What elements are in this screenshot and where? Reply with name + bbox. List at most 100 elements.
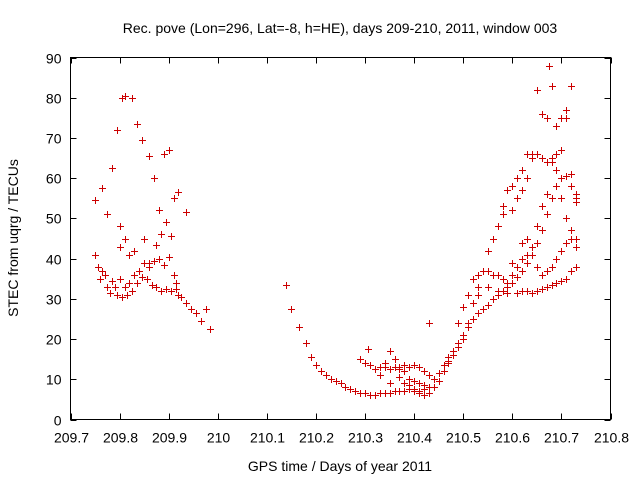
x-tick-label: 210.5 [446, 430, 481, 446]
data-point [416, 364, 423, 371]
data-point [313, 362, 320, 369]
data-point [124, 292, 131, 299]
data-point [568, 268, 575, 275]
chart-title: Rec. pove (Lon=296, Lat=-8, h=HE), days … [123, 20, 558, 36]
data-point [153, 242, 160, 249]
data-point [475, 292, 482, 299]
data-point [203, 306, 210, 313]
data-point [549, 264, 556, 271]
data-point [161, 262, 168, 269]
data-point [173, 280, 180, 287]
data-point [117, 244, 124, 251]
x-tick-label: 210 [207, 430, 231, 446]
data-point [139, 137, 146, 144]
axis-ticks [70, 57, 612, 421]
data-point [426, 390, 433, 397]
data-point [514, 175, 521, 182]
data-point [431, 384, 438, 391]
y-tick-label: 40 [46, 252, 62, 268]
data-point [372, 366, 379, 373]
data-point [539, 227, 546, 234]
data-point [156, 256, 163, 263]
data-point [129, 288, 136, 295]
data-point [544, 191, 551, 198]
data-point [387, 380, 394, 387]
x-tick-label: 210.3 [348, 430, 383, 446]
data-point [485, 248, 492, 255]
data-point [163, 286, 170, 293]
data-point [347, 386, 354, 393]
data-point [303, 340, 310, 347]
data-point [416, 380, 423, 387]
y-tick-label: 0 [54, 413, 62, 429]
data-point [573, 244, 580, 251]
data-point [465, 320, 472, 327]
data-point [544, 211, 551, 218]
data-point [401, 380, 408, 387]
data-point [163, 219, 170, 226]
data-point [539, 203, 546, 210]
data-point [563, 173, 570, 180]
data-point [112, 284, 119, 291]
data-point [573, 236, 580, 243]
data-point [352, 388, 359, 395]
data-point [151, 175, 158, 182]
data-point [460, 336, 467, 343]
data-point [102, 272, 109, 279]
data-point [372, 392, 379, 399]
data-point [149, 282, 156, 289]
x-tick-label: 209.9 [152, 430, 187, 446]
data-point [207, 326, 214, 333]
data-point [362, 390, 369, 397]
data-point [490, 296, 497, 303]
data-point [109, 278, 116, 285]
x-tick-label: 210.7 [544, 430, 579, 446]
x-tick-label: 209.8 [103, 430, 138, 446]
data-point [500, 203, 507, 210]
data-point [117, 223, 124, 230]
data-point [460, 304, 467, 311]
data-point [573, 191, 580, 198]
data-point [126, 252, 133, 259]
data-point [544, 268, 551, 275]
data-point [514, 290, 521, 297]
x-tick-label: 210.4 [397, 430, 432, 446]
data-point [396, 374, 403, 381]
data-point [387, 366, 394, 373]
data-point [333, 378, 340, 385]
data-point [445, 358, 452, 365]
data-point [509, 183, 516, 190]
data-point [175, 189, 182, 196]
data-point [401, 388, 408, 395]
y-axis-label: STEC from uqrg / TECUs [5, 159, 21, 317]
data-point [553, 151, 560, 158]
data-point [357, 356, 364, 363]
y-tick-label: 70 [46, 131, 62, 147]
data-point [509, 207, 516, 214]
data-point [539, 111, 546, 118]
x-tick-label: 210.1 [250, 430, 285, 446]
data-point [553, 280, 560, 287]
y-tick-label: 10 [46, 372, 62, 388]
data-point [534, 288, 541, 295]
data-point [495, 223, 502, 230]
data-point [401, 368, 408, 375]
data-point [563, 215, 570, 222]
plot-frame [70, 57, 611, 420]
data-point [431, 376, 438, 383]
data-point [129, 95, 136, 102]
data-point [563, 107, 570, 114]
data-point [392, 356, 399, 363]
data-point [178, 294, 185, 301]
data-point [553, 183, 560, 190]
data-point [534, 87, 541, 94]
data-point [455, 344, 462, 351]
data-point [534, 223, 541, 230]
data-point [519, 167, 526, 174]
y-tick-label: 60 [46, 171, 62, 187]
data-point [563, 276, 570, 283]
data-point [166, 147, 173, 154]
data-point [470, 300, 477, 307]
data-point [519, 256, 526, 263]
data-point [97, 276, 104, 283]
